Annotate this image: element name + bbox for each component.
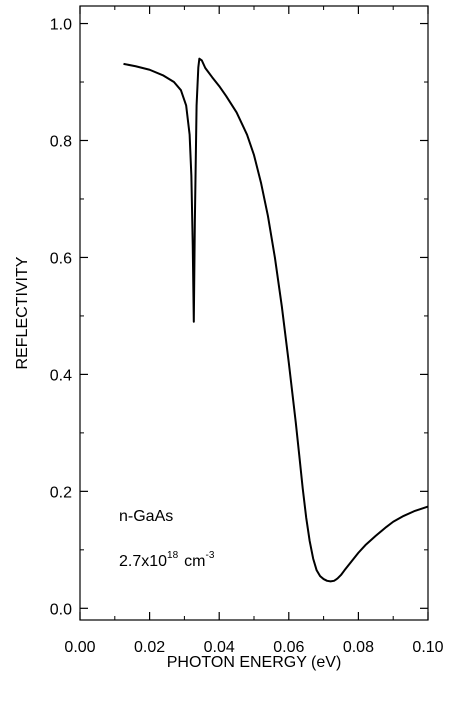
plot-frame: [79, 5, 429, 621]
x-tick-label: 0.10: [412, 639, 443, 656]
y-tick-label: 0.0: [50, 601, 72, 618]
y-tick-label: 1.0: [50, 17, 72, 34]
concentration-exponent: 18: [167, 550, 179, 561]
y-tick-label: 0.2: [50, 484, 72, 501]
x-tick-label: 0.06: [273, 639, 304, 656]
concentration-annotation: 2.7x1018 cm-3: [119, 550, 215, 570]
x-tick-label: 0.02: [134, 639, 165, 656]
x-tick-label: 0.04: [204, 639, 235, 656]
concentration-unit-exponent: -3: [206, 550, 215, 561]
x-axis-title: PHOTON ENERGY (eV): [167, 654, 342, 671]
y-tick-label: 0.4: [50, 367, 72, 384]
concentration-base: 2.7x10: [119, 553, 167, 570]
x-tick-label: 0.08: [343, 639, 374, 656]
reflectivity-line: [123, 57, 429, 583]
y-tick-label: 0.6: [50, 250, 72, 267]
x-ticks: 0.00 0.02 0.04 0.06 0.08 0.10: [64, 6, 444, 656]
y-ticks: 0.0 0.2 0.4 0.6 0.8 1.0: [50, 17, 428, 618]
x-tick-label: 0.00: [64, 639, 95, 656]
y-axis-title: REFLECTIVITY: [14, 256, 31, 369]
y-tick-label: 0.8: [50, 133, 72, 150]
material-annotation: n-GaAs: [119, 508, 173, 525]
concentration-unit: cm: [184, 553, 205, 570]
